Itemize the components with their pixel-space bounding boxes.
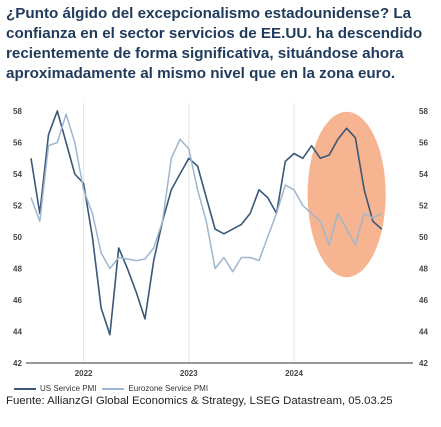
x-tick-label: 2022 [75,369,93,378]
legend-item-us: US Service PMI [14,384,96,393]
chart-title: ¿Punto álgido del excepcionalismo estado… [6,4,438,84]
legend-label-ez: Eurozone Service PMI [128,384,209,393]
legend-swatch-ez [102,387,125,390]
y-tick-label-right: 52 [419,202,428,211]
y-tick-label-left: 46 [13,296,22,305]
title-line: confianza en el sector servicios de EE.U… [6,25,423,42]
chart-legend: US Service PMI Eurozone Service PMI [14,384,214,393]
source-note: Fuente: AllianzGI Global Economics & Str… [6,395,393,407]
y-tick-label-right: 50 [419,233,428,242]
legend-item-ez: Eurozone Service PMI [102,384,208,393]
y-tick-label-right: 54 [419,170,428,179]
legend-swatch-us [14,387,36,390]
y-tick-label-right: 42 [419,359,428,368]
series-line-ez [30,113,383,273]
x-tick-label: 2024 [285,369,303,378]
y-tick-label-left: 44 [13,328,22,337]
series-line-us [30,110,383,336]
y-tick-label-left: 56 [13,139,22,148]
y-tick-label-left: 42 [13,359,22,368]
title-line: ¿Punto álgido del excepcionalismo estado… [6,5,412,22]
highlight-ellipse [307,111,386,278]
y-tick-label-left: 48 [13,265,22,274]
y-tick-label-right: 44 [419,328,428,337]
y-tick-label-left: 52 [13,202,22,211]
y-tick-label-right: 46 [419,296,428,305]
y-tick-label-left: 50 [13,233,22,242]
legend-label-us: US Service PMI [40,384,97,393]
y-tick-label-right: 56 [419,139,428,148]
y-tick-label-right: 48 [419,265,428,274]
x-tick-label: 2023 [180,369,198,378]
y-tick-label-left: 54 [13,170,22,179]
title-line: aproximadamente al mismo nivel que en la… [6,65,396,82]
y-tick-label-right: 58 [419,107,428,116]
y-tick-label-left: 58 [13,107,22,116]
pmi-line-chart: 2022 2023 2024 42 42 44 44 46 46 48 48 50 50 52 52 54 54… [13,103,428,378]
title-line: recientemente de forma significativa, si… [6,45,404,62]
